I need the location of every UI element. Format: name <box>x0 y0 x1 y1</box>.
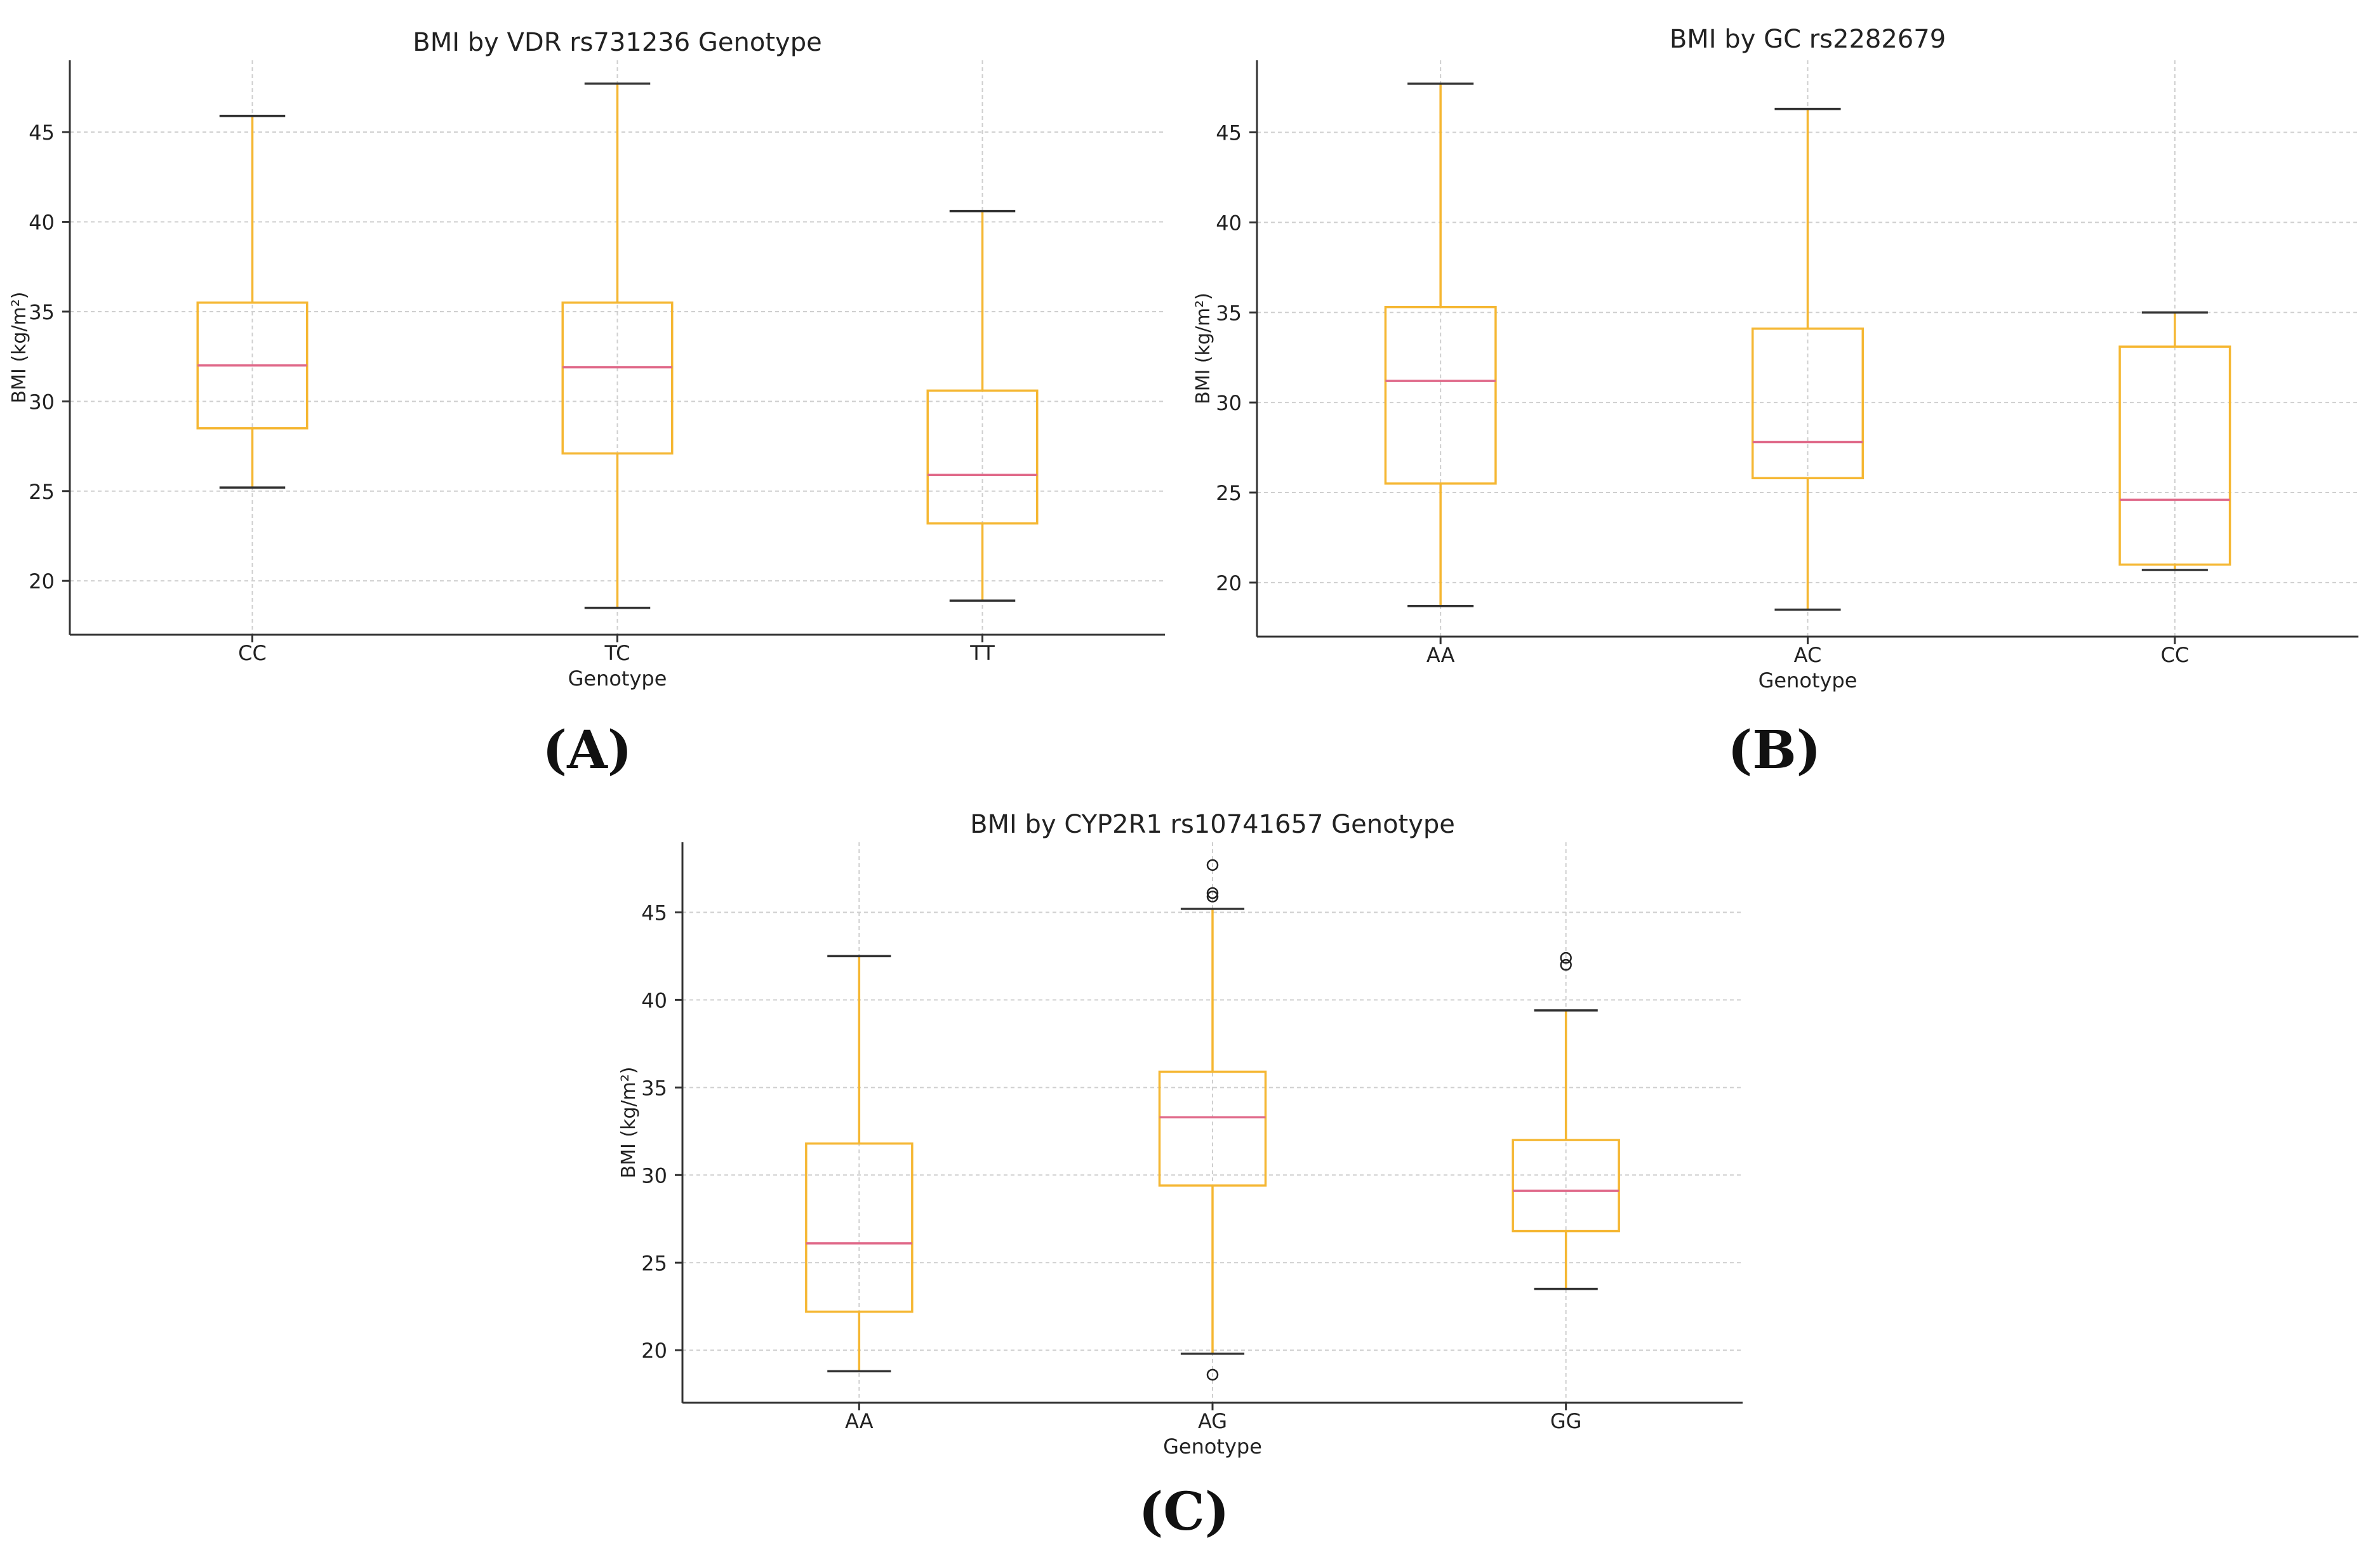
iqr-box <box>2118 345 2231 566</box>
outlier-point <box>1560 958 1572 971</box>
outlier-point <box>1206 891 1219 903</box>
y-tick-label: 30 <box>29 390 55 414</box>
y-axis-label: BMI (kg/m²) <box>1192 293 1214 404</box>
chart-panel-b: 20 25 30 35 40 45 AA AC CC BMI by GC rs2282679 Gen… <box>1192 25 2358 781</box>
chart-title: BMI by CYP2R1 rs10741657 Genotype <box>970 810 1455 839</box>
x-axis-label: Genotype <box>568 666 667 691</box>
x-tick-label: AC <box>1794 643 1822 667</box>
x-tick-label: GG <box>1550 1409 1582 1433</box>
iqr-box <box>1384 305 1497 485</box>
x-tick-label: AG <box>1198 1409 1227 1433</box>
x-tick-label: TT <box>969 641 995 665</box>
y-tick-label: 20 <box>29 569 55 593</box>
y-tick-label: 25 <box>29 480 55 504</box>
x-axis-label: Genotype <box>1163 1434 1262 1459</box>
outlier-point <box>1206 887 1219 899</box>
y-tick-label: 25 <box>641 1251 667 1275</box>
chart-title: BMI by VDR rs731236 Genotype <box>413 28 821 57</box>
y-tick-label: 40 <box>29 211 55 235</box>
box-tt <box>926 209 1039 602</box>
chart-title: BMI by GC rs2282679 <box>1670 25 1946 54</box>
chart-panel-c: 20 25 30 35 40 45 AA AG GG BMI by CYP2R1 rs107416… <box>618 810 1743 1542</box>
x-tick-label: AA <box>1426 643 1455 667</box>
y-axis-label: BMI (kg/m²) <box>618 1066 640 1178</box>
outlier-point <box>1206 859 1219 871</box>
iqr-box <box>561 301 674 455</box>
box-gg <box>1512 951 1620 1290</box>
y-tick-label: 25 <box>1216 481 1242 505</box>
chart-panel-a: 20 25 30 35 40 45 CC TC TT BMI by VDR rs731236 Ge… <box>8 28 1165 781</box>
x-tick-label: TC <box>604 641 630 665</box>
y-tick-label: 45 <box>29 121 55 145</box>
iqr-box <box>1158 1070 1267 1187</box>
y-tick-label: 45 <box>1216 121 1242 145</box>
y-tick-label: 40 <box>1216 211 1242 235</box>
y-tick-label: 35 <box>1216 301 1242 325</box>
panel-label: (A) <box>542 720 632 781</box>
box-ac <box>1752 107 1864 611</box>
box-ag <box>1158 859 1267 1381</box>
y-tick-label: 45 <box>641 901 667 925</box>
y-axis-label: BMI (kg/m²) <box>8 291 30 403</box>
iqr-box <box>1752 328 1864 480</box>
y-tick-label: 20 <box>1216 571 1242 595</box>
panel-label: (C) <box>1139 1481 1230 1542</box>
y-tick-label: 30 <box>641 1163 667 1188</box>
x-axis-label: Genotype <box>1758 668 1858 692</box>
iqr-box <box>926 389 1039 525</box>
outlier-point <box>1560 951 1572 964</box>
x-tick-label: CC <box>2160 643 2189 667</box>
x-tick-label: AA <box>845 1409 874 1433</box>
y-tick-label: 35 <box>641 1076 667 1100</box>
panel-label: (B) <box>1728 720 1821 781</box>
y-tick-label: 20 <box>641 1339 667 1363</box>
y-tick-label: 35 <box>29 300 55 324</box>
y-tick-label: 40 <box>641 988 667 1012</box>
iqr-box <box>1512 1139 1620 1233</box>
box-tc <box>561 83 674 609</box>
box-aa <box>805 955 914 1373</box>
iqr-box <box>805 1142 914 1313</box>
box-aa <box>1384 83 1497 607</box>
box-cc <box>2118 311 2231 571</box>
outlier-point <box>1206 1368 1219 1381</box>
x-tick-label: CC <box>238 641 267 665</box>
y-tick-label: 30 <box>1216 391 1242 415</box>
box-cc <box>196 114 309 489</box>
